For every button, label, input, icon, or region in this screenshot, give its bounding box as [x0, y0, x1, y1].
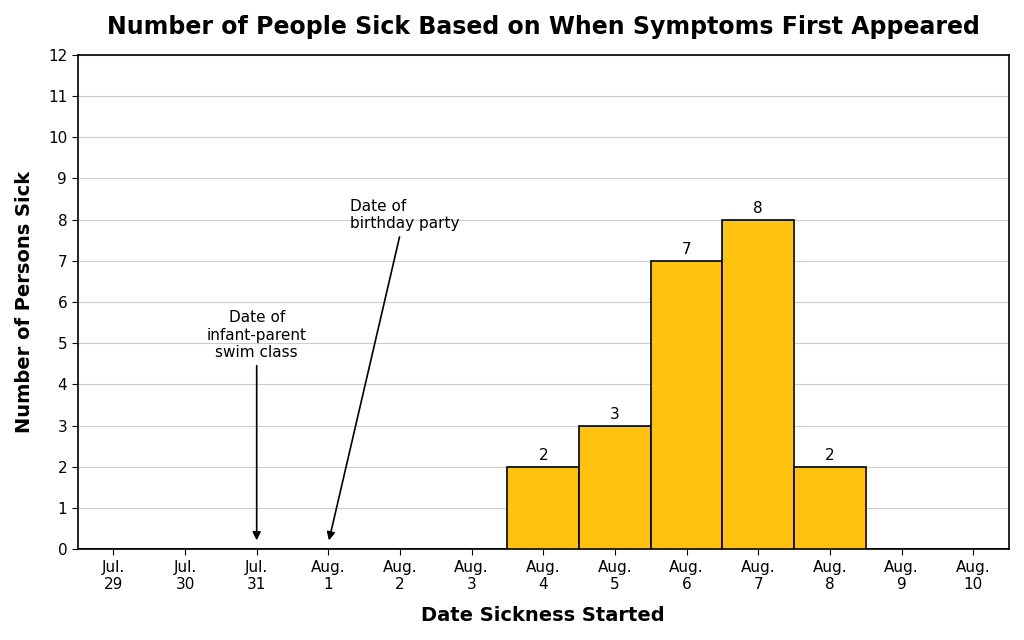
Bar: [794, 467, 865, 549]
Y-axis label: Number of Persons Sick: Number of Persons Sick: [15, 171, 34, 433]
Text: Date of
birthday party: Date of birthday party: [328, 199, 460, 539]
Bar: [722, 220, 794, 549]
Bar: [580, 426, 651, 549]
Title: Number of People Sick Based on When Symptoms First Appeared: Number of People Sick Based on When Symp…: [106, 15, 980, 39]
Bar: [651, 261, 722, 549]
Bar: [508, 467, 580, 549]
Text: 2: 2: [825, 448, 835, 463]
Text: Date of
infant-parent
swim class: Date of infant-parent swim class: [207, 310, 306, 538]
X-axis label: Date Sickness Started: Date Sickness Started: [422, 606, 666, 625]
Text: 8: 8: [754, 200, 763, 216]
Text: 7: 7: [682, 242, 691, 257]
Text: 3: 3: [610, 406, 620, 422]
Text: 2: 2: [539, 448, 548, 463]
